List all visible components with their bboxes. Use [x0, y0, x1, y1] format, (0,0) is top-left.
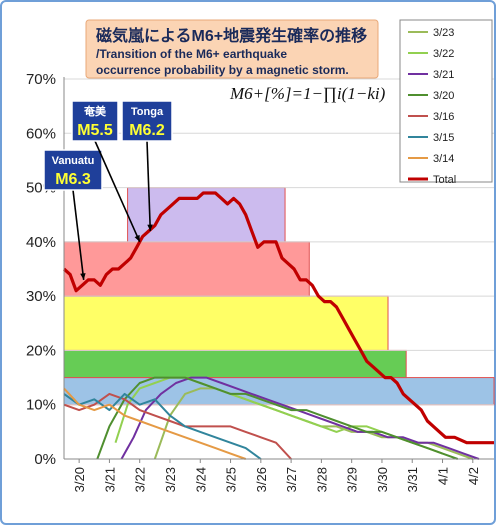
y-tick-label: 20% [26, 342, 56, 359]
annotation-magnitude: M6.2 [129, 122, 165, 139]
chart-title-jp: 磁気嵐によるM6+地震発生確率の推移 [96, 26, 367, 45]
x-tick-label: 3/31 [405, 467, 420, 492]
legend-label: 3/14 [433, 153, 454, 165]
band-4 [127, 187, 286, 243]
annotation-location: Tonga [131, 106, 164, 118]
y-tick-label: 60% [26, 125, 56, 142]
band-1 [63, 349, 407, 379]
band-3 [63, 241, 310, 297]
y-tick-label: 0% [34, 451, 56, 468]
chart-title-en-line1: /Transition of the M6+ earthquake [96, 47, 287, 61]
band-2 [63, 295, 389, 351]
y-tick-label: 40% [26, 234, 56, 251]
series-line-3-15 [63, 392, 262, 460]
x-tick-label: 3/30 [375, 467, 390, 492]
x-tick-label: 3/26 [254, 467, 269, 492]
y-tick-label: 30% [26, 288, 56, 305]
series-line-3-16 [63, 392, 292, 460]
x-tick-label: 3/22 [133, 467, 148, 492]
annotation-box [121, 100, 173, 142]
annotation-location: Vanuatu [52, 155, 95, 167]
annotation-magnitude: M5.5 [77, 122, 113, 139]
annotation-pointer [146, 140, 152, 232]
x-tick-label: 3/24 [193, 467, 208, 492]
annotation-magnitude: M6.3 [55, 171, 91, 188]
legend-label: 3/15 [433, 132, 454, 144]
y-tick-label: 10% [26, 397, 56, 414]
legend-label: 3/21 [433, 69, 454, 81]
x-tick-label: 4/1 [436, 467, 451, 485]
x-tick-label: 3/23 [163, 467, 178, 492]
x-tick-label: 3/28 [314, 467, 329, 492]
annotation-arrowhead [134, 234, 140, 242]
legend-label: 3/20 [433, 90, 454, 102]
annotation-arrowhead [147, 224, 153, 231]
x-tick-label: 4/2 [466, 467, 481, 485]
annotation-pointer [94, 140, 141, 243]
annotation-location: 奄美 [83, 104, 107, 118]
annotation-pointer [72, 189, 85, 280]
series-lines [62, 191, 494, 460]
legend: 3/23 3/22 3/21 3/20 3/16 3/15 3/14 Total [399, 19, 493, 186]
legend-label: 3/23 [433, 27, 454, 39]
annotation-box [43, 149, 103, 191]
legend-label: Total [433, 174, 456, 186]
title-box: 磁気嵐によるM6+地震発生確率の推移 /Transition of the M6… [85, 19, 379, 79]
y-tick-label: 70% [26, 71, 56, 88]
formula-text: M6+[%]=1−∏i(1−ki) [229, 84, 386, 103]
x-tick-label: 3/29 [345, 467, 360, 492]
earthquake-annotations: Vanuatu M6.3 奄美 M5.5 Tonga M6.2 [43, 100, 173, 280]
band-0 [63, 377, 495, 406]
legend-label: 3/22 [433, 48, 454, 60]
annotation-arrowhead [80, 273, 86, 280]
legend-label: 3/16 [433, 111, 454, 123]
x-tick-label: 3/25 [224, 467, 239, 492]
x-tick-label: 3/21 [102, 467, 117, 492]
series-line-Total [62, 191, 494, 445]
series-line-3-14 [63, 387, 247, 460]
series-line-3-20 [96, 376, 459, 460]
x-tick-label: 3/27 [284, 467, 299, 492]
x-tick-label: 3/20 [72, 467, 87, 492]
chart-title-en-line2: occurrence probability by a magnetic sto… [96, 63, 349, 77]
annotation-box [71, 100, 119, 142]
